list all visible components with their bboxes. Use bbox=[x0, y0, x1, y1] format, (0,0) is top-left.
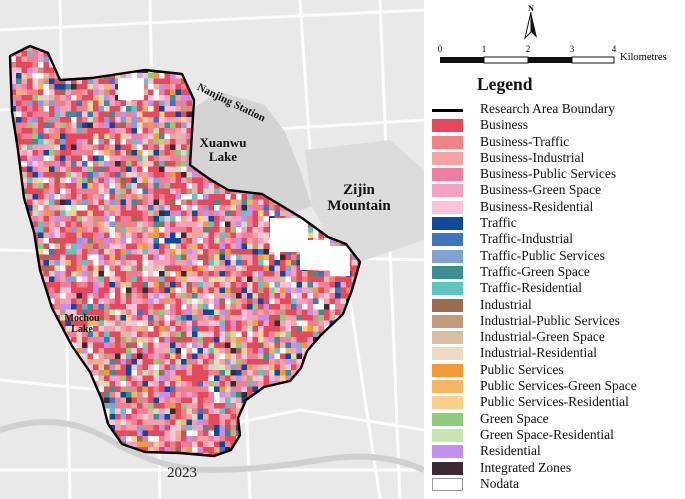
legend-label: Integrated Zones bbox=[480, 459, 572, 475]
legend-item: Green Space bbox=[432, 411, 684, 427]
legend-item: Traffic bbox=[432, 215, 684, 231]
legend-item: Nodata bbox=[432, 476, 684, 492]
legend-swatch bbox=[432, 119, 463, 133]
legend-swatch bbox=[432, 396, 463, 410]
scale-tick-1: 1 bbox=[481, 44, 487, 54]
legend-item: Public Services-Residential bbox=[432, 394, 684, 410]
legend-item: Public Services bbox=[432, 362, 684, 378]
north-label: N bbox=[528, 4, 534, 13]
legend-swatch bbox=[432, 314, 463, 328]
legend-label: Green Space-Residential bbox=[480, 426, 614, 442]
legend-label: Industrial bbox=[480, 296, 532, 312]
legend-swatch bbox=[432, 461, 463, 475]
legend-item: Business-Traffic bbox=[432, 134, 684, 150]
legend-item: Residential bbox=[432, 443, 684, 459]
legend-swatch bbox=[432, 412, 463, 426]
legend-swatch bbox=[432, 363, 463, 377]
legend-swatch bbox=[432, 168, 463, 182]
legend-item: Industrial bbox=[432, 297, 684, 313]
legend-swatch bbox=[432, 265, 463, 279]
legend-swatch bbox=[432, 298, 463, 312]
legend-swatch bbox=[432, 200, 463, 214]
scale-unit: Kilometres bbox=[620, 52, 667, 63]
legend-label: Public Services-Green Space bbox=[480, 378, 637, 394]
label-xuanwu-lake: Xuanwu Lake bbox=[199, 135, 247, 164]
legend-item: Public Services-Green Space bbox=[432, 378, 684, 394]
legend-label: Business-Public Services bbox=[480, 166, 617, 182]
legend-swatch bbox=[432, 249, 463, 263]
label-mochou-lake: Mochou Lake bbox=[64, 313, 100, 335]
legend-label: Traffic-Public Services bbox=[480, 247, 605, 263]
legend-item: Business-Industrial bbox=[432, 150, 684, 166]
legend-item: Traffic-Public Services bbox=[432, 248, 684, 264]
legend-item: Business-Public Services bbox=[432, 166, 684, 182]
scale-tick-4: 4 bbox=[611, 44, 617, 54]
research-area-boundary bbox=[8, 44, 362, 458]
legend-label: Public Services bbox=[480, 361, 564, 377]
scale-bar-graphic bbox=[440, 56, 615, 64]
legend-item: Industrial-Green Space bbox=[432, 329, 684, 345]
legend-swatch bbox=[432, 109, 463, 112]
legend-label: Green Space bbox=[480, 410, 549, 426]
legend-swatch bbox=[432, 331, 463, 345]
legend-label: Residential bbox=[480, 443, 541, 459]
legend-item: Green Space-Residential bbox=[432, 427, 684, 443]
legend-label: Business-Residential bbox=[480, 198, 594, 214]
legend-item: Traffic-Residential bbox=[432, 280, 684, 296]
legend-swatch bbox=[432, 282, 463, 296]
legend-label: Industrial-Public Services bbox=[480, 312, 620, 328]
north-arrow: N bbox=[519, 4, 543, 40]
legend-label: Traffic-Green Space bbox=[480, 263, 590, 279]
legend: Research Area Boundary Business Business-T… bbox=[432, 101, 684, 492]
map-year: 2023 bbox=[167, 465, 197, 481]
legend-swatch bbox=[432, 233, 463, 247]
legend-label: Business-Traffic bbox=[480, 133, 570, 149]
legend-item: Research Area Boundary bbox=[432, 101, 684, 117]
scale-tick-2: 2 bbox=[525, 44, 531, 54]
legend-swatch bbox=[432, 428, 463, 442]
legend-label: Nodata bbox=[480, 475, 519, 491]
legend-swatch bbox=[432, 135, 463, 149]
legend-label: Public Services-Residential bbox=[480, 394, 629, 410]
legend-label: Business-Green Space bbox=[480, 182, 602, 198]
basemap-svg bbox=[0, 0, 424, 499]
river-shape bbox=[0, 419, 424, 474]
legend-item: Business-Residential bbox=[432, 199, 684, 215]
legend-item: Business bbox=[432, 117, 684, 133]
north-arrow-icon bbox=[524, 11, 537, 40]
legend-swatch bbox=[432, 347, 463, 361]
legend-label: Traffic-Residential bbox=[480, 280, 582, 296]
scale-tick-3: 3 bbox=[569, 44, 575, 54]
zijin-mountain-shape bbox=[305, 140, 424, 262]
legend-swatch bbox=[432, 151, 463, 165]
land-use-grid bbox=[10, 46, 360, 456]
legend-label: Research Area Boundary bbox=[480, 101, 615, 116]
scale-tick-0: 0 bbox=[437, 44, 443, 54]
legend-item: Industrial-Public Services bbox=[432, 313, 684, 329]
legend-label: Industrial-Residential bbox=[480, 345, 597, 361]
legend-label: Business-Industrial bbox=[480, 149, 585, 165]
scale-bar: 0 1 2 3 4 Kilometres bbox=[432, 44, 684, 70]
legend-item: Integrated Zones bbox=[432, 460, 684, 476]
legend-item: Traffic-Industrial bbox=[432, 231, 684, 247]
legend-label: Business bbox=[480, 117, 529, 133]
legend-swatch bbox=[432, 445, 463, 459]
legend-swatch bbox=[432, 217, 463, 231]
legend-label: Traffic bbox=[480, 215, 517, 231]
legend-label: Traffic-Industrial bbox=[480, 231, 573, 247]
legend-title: Legend bbox=[477, 74, 533, 94]
legend-item: Industrial-Residential bbox=[432, 345, 684, 361]
map-panel: Nanjing Station Xuanwu Lake Zijin Mounta… bbox=[0, 0, 424, 499]
label-zijin-mountain: Zijin Mountain bbox=[327, 182, 391, 214]
legend-swatch bbox=[432, 477, 463, 491]
legend-label: Industrial-Green Space bbox=[480, 329, 605, 345]
legend-swatch bbox=[432, 380, 463, 394]
legend-item: Business-Green Space bbox=[432, 182, 684, 198]
legend-swatch bbox=[432, 184, 463, 198]
legend-item: Traffic-Green Space bbox=[432, 264, 684, 280]
